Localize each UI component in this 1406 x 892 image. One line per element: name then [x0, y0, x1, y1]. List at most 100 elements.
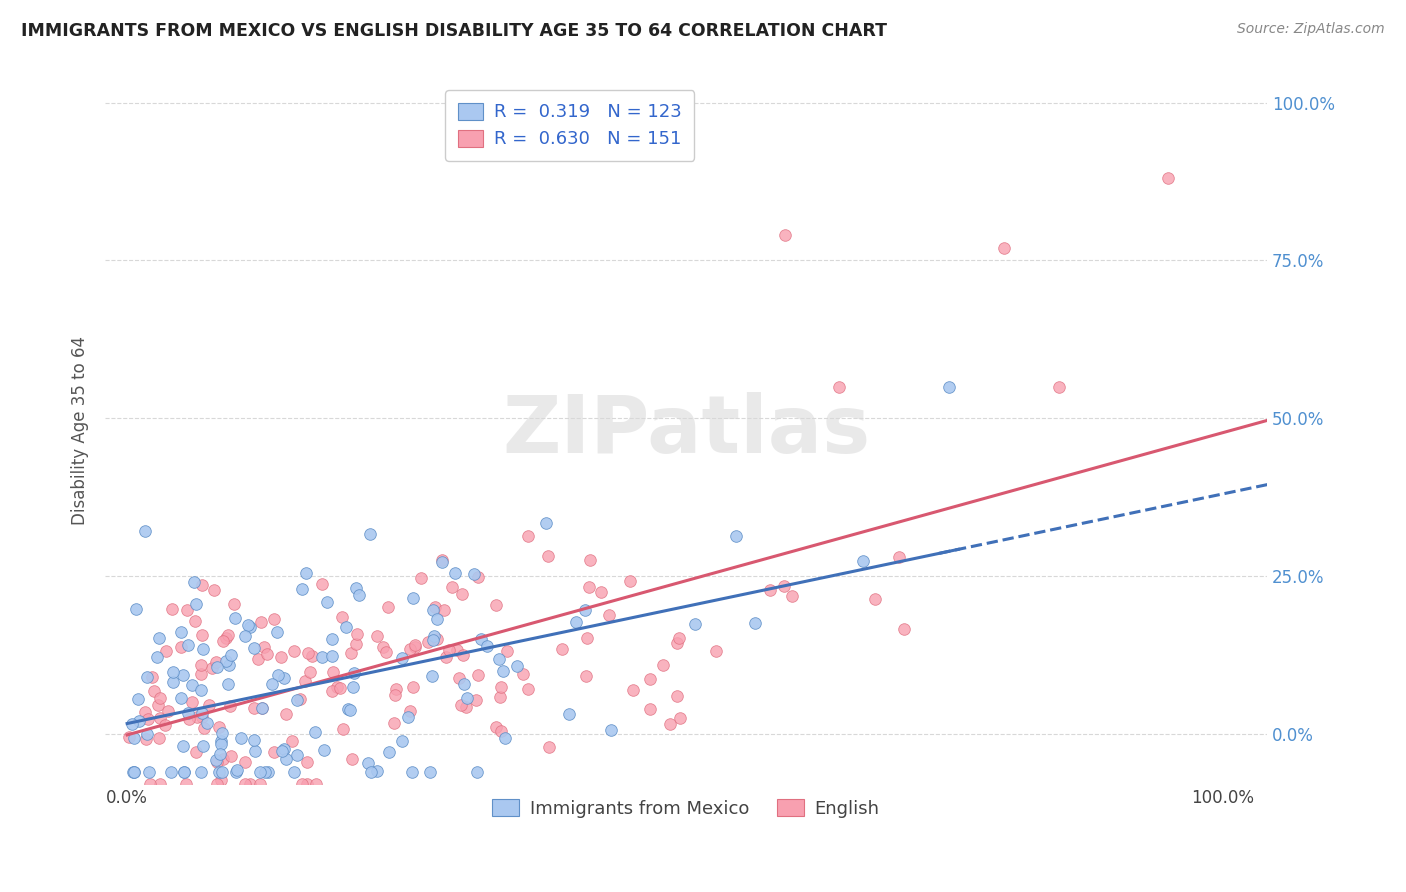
Point [865, 592, 887, 607]
Point [517, 682, 540, 697]
Point [298, 665, 321, 679]
Point [360, 764, 382, 779]
Point [225, 764, 247, 779]
Point [273, 671, 295, 685]
Point [242, 640, 264, 655]
Point [551, 641, 574, 656]
Point [447, 671, 470, 685]
Point [186, 710, 208, 724]
Point [489, 723, 512, 738]
Point [209, 737, 232, 751]
Point [344, 637, 367, 651]
Point [217, 627, 239, 641]
Point [346, 627, 368, 641]
Point [117, 731, 139, 745]
Point [256, 647, 278, 661]
Point [205, 659, 228, 673]
Point [160, 602, 183, 616]
Point [465, 764, 488, 779]
Point [304, 777, 326, 791]
Point [285, 747, 308, 762]
Point [212, 752, 235, 766]
Point [193, 739, 215, 753]
Point [225, 763, 247, 777]
Point [170, 640, 193, 655]
Point [506, 658, 529, 673]
Point [565, 615, 588, 629]
Point [314, 743, 336, 757]
Point [156, 704, 179, 718]
Point [467, 667, 489, 681]
Point [378, 745, 401, 759]
Point [162, 675, 184, 690]
Point [391, 650, 413, 665]
Point [404, 638, 426, 652]
Point [419, 764, 441, 779]
Point [281, 734, 304, 748]
Point [574, 602, 596, 616]
Point [254, 764, 277, 779]
Point [426, 632, 449, 647]
Point [217, 677, 239, 691]
Point [330, 610, 353, 624]
Point [404, 640, 426, 654]
Point [443, 566, 465, 580]
Point [357, 756, 380, 770]
Point [211, 726, 233, 740]
Point [391, 734, 413, 748]
Point [470, 632, 492, 646]
Point [422, 603, 444, 617]
Point [301, 649, 323, 664]
Point [336, 702, 359, 716]
Point [160, 764, 183, 779]
Point [183, 575, 205, 590]
Point [326, 680, 349, 694]
Point [475, 639, 498, 653]
Point [180, 696, 202, 710]
Point [744, 615, 766, 630]
Point [219, 699, 242, 714]
Point [619, 574, 641, 588]
Point [239, 777, 262, 791]
Point [440, 580, 463, 594]
Point [253, 640, 276, 655]
Point [149, 777, 172, 791]
Point [517, 529, 540, 543]
Point [276, 752, 298, 766]
Point [193, 722, 215, 736]
Point [398, 704, 420, 718]
Point [659, 717, 682, 731]
Point [233, 629, 256, 643]
Point [236, 618, 259, 632]
Point [291, 777, 314, 791]
Point [668, 631, 690, 645]
Point [426, 612, 449, 626]
Point [725, 529, 748, 543]
Point [121, 717, 143, 731]
Point [209, 773, 232, 788]
Point [205, 777, 228, 791]
Point [665, 636, 688, 650]
Point [266, 625, 288, 640]
Point [155, 643, 177, 657]
Point [640, 702, 662, 716]
Point [782, 589, 804, 603]
Point [170, 691, 193, 706]
Point [492, 664, 515, 678]
Point [122, 731, 145, 745]
Point [141, 670, 163, 684]
Point [456, 691, 478, 706]
Point [600, 723, 623, 737]
Point [494, 731, 516, 745]
Point [250, 701, 273, 715]
Point [425, 600, 447, 615]
Point [651, 657, 673, 672]
Point [1157, 171, 1180, 186]
Point [382, 715, 405, 730]
Point [321, 683, 343, 698]
Point [402, 680, 425, 694]
Point [852, 553, 875, 567]
Point [205, 755, 228, 769]
Text: Source: ZipAtlas.com: Source: ZipAtlas.com [1237, 22, 1385, 37]
Point [579, 553, 602, 567]
